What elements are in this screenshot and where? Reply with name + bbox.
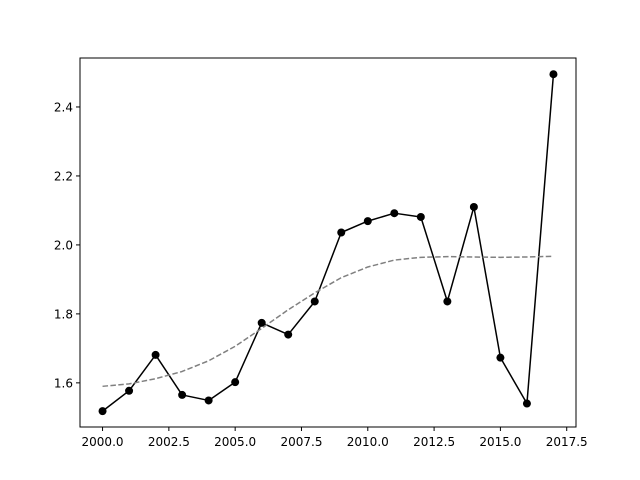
plot-area bbox=[80, 58, 576, 427]
y-tick-label: 1.8 bbox=[54, 307, 73, 321]
y-tick-label: 2.4 bbox=[54, 100, 73, 114]
x-tick-label: 2015.0 bbox=[479, 435, 521, 449]
x-tick-label: 2005.0 bbox=[214, 435, 256, 449]
y-axis: 1.6 1.8 2.0 2.2 2.4 bbox=[54, 100, 80, 390]
data-point bbox=[284, 330, 293, 339]
data-point bbox=[337, 228, 346, 237]
data-point bbox=[416, 212, 425, 221]
plot-frame bbox=[79, 57, 577, 428]
trend-line bbox=[102, 255, 554, 388]
data-point bbox=[178, 390, 187, 399]
data-point bbox=[257, 318, 266, 327]
data-point bbox=[469, 202, 478, 211]
x-tick-label: 2002.5 bbox=[148, 435, 190, 449]
x-tick-label: 2000.0 bbox=[82, 435, 124, 449]
series-layer bbox=[98, 70, 558, 416]
x-axis: 2000.0 2002.5 2005.0 2007.5 2010.0 2012.5 2015… bbox=[82, 427, 588, 449]
x-tick-label: 2007.5 bbox=[280, 435, 322, 449]
data-point bbox=[231, 378, 240, 387]
y-tick-label: 2.0 bbox=[54, 238, 73, 252]
x-tick-label: 2010.0 bbox=[347, 435, 389, 449]
data-point bbox=[496, 353, 505, 362]
y-tick-label: 2.2 bbox=[54, 169, 73, 183]
data-point bbox=[98, 407, 107, 416]
data-point bbox=[390, 209, 399, 218]
data-point bbox=[549, 70, 558, 79]
data-line bbox=[102, 74, 555, 412]
data-point bbox=[204, 396, 213, 405]
x-tick-label: 2017.5 bbox=[546, 435, 588, 449]
data-point bbox=[363, 217, 372, 226]
y-tick-label: 1.6 bbox=[54, 376, 73, 390]
data-point bbox=[443, 297, 452, 306]
data-point bbox=[522, 399, 531, 408]
data-point bbox=[310, 297, 319, 306]
data-point bbox=[125, 386, 134, 395]
data-point bbox=[151, 350, 160, 359]
x-tick-label: 2012.5 bbox=[413, 435, 455, 449]
